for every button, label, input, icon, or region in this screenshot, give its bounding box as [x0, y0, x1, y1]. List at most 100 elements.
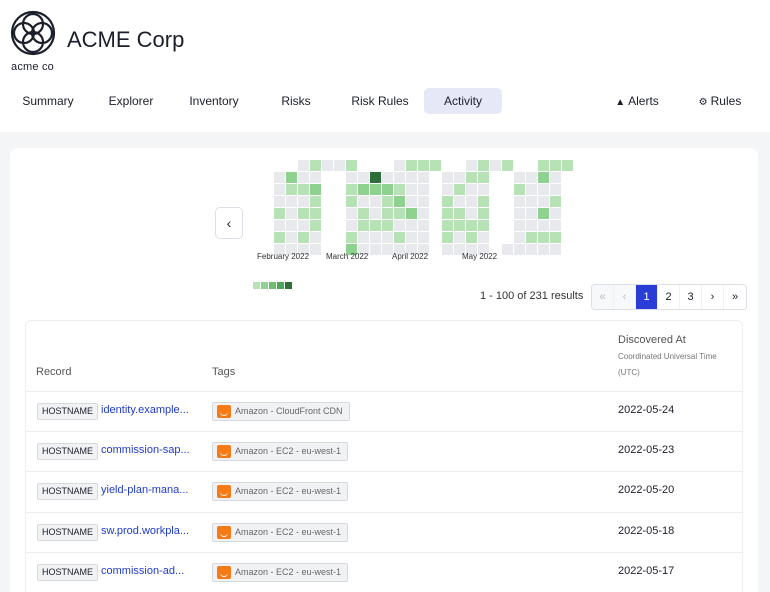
- heatmap-cell[interactable]: [502, 244, 513, 255]
- heatmap-cell[interactable]: [454, 208, 465, 219]
- heatmap-cell[interactable]: [274, 196, 285, 207]
- heatmap-cell[interactable]: [418, 232, 429, 243]
- heatmap-cell[interactable]: [382, 184, 393, 195]
- nav-summary[interactable]: Summary: [22, 94, 74, 108]
- heatmap-cell[interactable]: [298, 160, 309, 171]
- heatmap-cell[interactable]: [550, 208, 561, 219]
- heatmap-cell[interactable]: [394, 244, 405, 255]
- heatmap-cell[interactable]: [526, 196, 537, 207]
- heatmap-cell[interactable]: [442, 208, 453, 219]
- heatmap-cell[interactable]: [454, 184, 465, 195]
- column-header-tags[interactable]: Tags: [212, 366, 236, 378]
- prev-page-button[interactable]: ‹: [614, 285, 636, 309]
- heatmap-cell[interactable]: [406, 208, 417, 219]
- heatmap-cell[interactable]: [478, 232, 489, 243]
- heatmap-cell[interactable]: [538, 208, 549, 219]
- heatmap-cell[interactable]: [538, 220, 549, 231]
- heatmap-cell[interactable]: [310, 160, 321, 171]
- heatmap-cell[interactable]: [310, 208, 321, 219]
- heatmap-cell[interactable]: [478, 244, 489, 255]
- heatmap-cell[interactable]: [466, 160, 477, 171]
- heatmap-cell[interactable]: [538, 244, 549, 255]
- heatmap-cell[interactable]: [430, 160, 441, 171]
- heatmap-cell[interactable]: [298, 220, 309, 231]
- heatmap-cell[interactable]: [526, 172, 537, 183]
- heatmap-cell[interactable]: [526, 208, 537, 219]
- table-row[interactable]: HOSTNAME sw.prod.workpla... Amazon - EC2…: [26, 512, 742, 552]
- heatmap-cell[interactable]: [550, 196, 561, 207]
- heatmap-cell[interactable]: [442, 244, 453, 255]
- heatmap-cell[interactable]: [394, 220, 405, 231]
- heatmap-cell[interactable]: [382, 244, 393, 255]
- heatmap-cell[interactable]: [394, 196, 405, 207]
- heatmap-cell[interactable]: [394, 232, 405, 243]
- heatmap-cell[interactable]: [334, 160, 345, 171]
- heatmap-cell[interactable]: [550, 172, 561, 183]
- heatmap-cell[interactable]: [478, 184, 489, 195]
- heatmap-cell[interactable]: [394, 184, 405, 195]
- heatmap-cell[interactable]: [298, 196, 309, 207]
- heatmap-cell[interactable]: [370, 208, 381, 219]
- heatmap-cell[interactable]: [418, 208, 429, 219]
- heatmap-cell[interactable]: [526, 232, 537, 243]
- last-page-button[interactable]: »: [731, 291, 739, 303]
- heatmap-cell[interactable]: [358, 232, 369, 243]
- heatmap-cell[interactable]: [454, 232, 465, 243]
- heatmap-cell[interactable]: [466, 220, 477, 231]
- heatmap-cell[interactable]: [538, 184, 549, 195]
- heatmap-cell[interactable]: [406, 172, 417, 183]
- nav-inventory[interactable]: Inventory: [189, 94, 239, 108]
- table-row[interactable]: HOSTNAME commission-ad... Amazon - EC2 -…: [26, 552, 742, 592]
- heatmap-cell[interactable]: [274, 184, 285, 195]
- heatmap-cell[interactable]: [442, 184, 453, 195]
- heatmap-cell[interactable]: [406, 220, 417, 231]
- heatmap-cell[interactable]: [346, 232, 357, 243]
- heatmap-cell[interactable]: [454, 172, 465, 183]
- heatmap-cell[interactable]: [514, 220, 525, 231]
- heatmap-cell[interactable]: [406, 184, 417, 195]
- heatmap-cell[interactable]: [406, 232, 417, 243]
- heatmap-cell[interactable]: [550, 244, 561, 255]
- heatmap-cell[interactable]: [370, 172, 381, 183]
- heatmap-cell[interactable]: [346, 196, 357, 207]
- nav-rules[interactable]: ⚙ Rules: [690, 88, 750, 114]
- heatmap-cell[interactable]: [538, 172, 549, 183]
- heatmap-cell[interactable]: [358, 196, 369, 207]
- heatmap-cell[interactable]: [346, 184, 357, 195]
- record-link[interactable]: sw.prod.workpla...: [101, 525, 190, 537]
- page-2-button[interactable]: 2: [658, 285, 680, 309]
- heatmap-cell[interactable]: [370, 244, 381, 255]
- heatmap-cell[interactable]: [418, 160, 429, 171]
- heatmap-cell[interactable]: [514, 244, 525, 255]
- column-header-discovered[interactable]: Discovered At: [618, 334, 686, 346]
- table-row[interactable]: HOSTNAME commission-sap... Amazon - EC2 …: [26, 431, 742, 471]
- heatmap-cell[interactable]: [406, 160, 417, 171]
- heatmap-cell[interactable]: [310, 172, 321, 183]
- heatmap-cell[interactable]: [346, 208, 357, 219]
- heatmap-cell[interactable]: [478, 208, 489, 219]
- heatmap-cell[interactable]: [442, 232, 453, 243]
- heatmap-cell[interactable]: [418, 184, 429, 195]
- heatmap-cell[interactable]: [382, 172, 393, 183]
- nav-alerts[interactable]: ▲ Alerts: [608, 88, 666, 114]
- heatmap-cell[interactable]: [466, 172, 477, 183]
- nav-activity[interactable]: Activity: [424, 88, 502, 114]
- heatmap-cell[interactable]: [514, 196, 525, 207]
- heatmap-cell[interactable]: [490, 160, 501, 171]
- first-page-button[interactable]: «: [592, 285, 614, 309]
- heatmap-cell[interactable]: [370, 184, 381, 195]
- heatmap-cell[interactable]: [382, 196, 393, 207]
- heatmap-cell[interactable]: [514, 172, 525, 183]
- heatmap-cell[interactable]: [418, 172, 429, 183]
- heatmap-cell[interactable]: [406, 196, 417, 207]
- heatmap-cell[interactable]: [310, 244, 321, 255]
- heatmap-cell[interactable]: [466, 196, 477, 207]
- heatmap-cell[interactable]: [550, 184, 561, 195]
- page-3-button[interactable]: 3: [680, 285, 702, 309]
- heatmap-cell[interactable]: [298, 208, 309, 219]
- nav-risks[interactable]: Risks: [281, 94, 311, 108]
- heatmap-cell[interactable]: [358, 184, 369, 195]
- heatmap-cell[interactable]: [370, 220, 381, 231]
- nav-explorer[interactable]: Explorer: [108, 94, 154, 108]
- heatmap-cell[interactable]: [370, 196, 381, 207]
